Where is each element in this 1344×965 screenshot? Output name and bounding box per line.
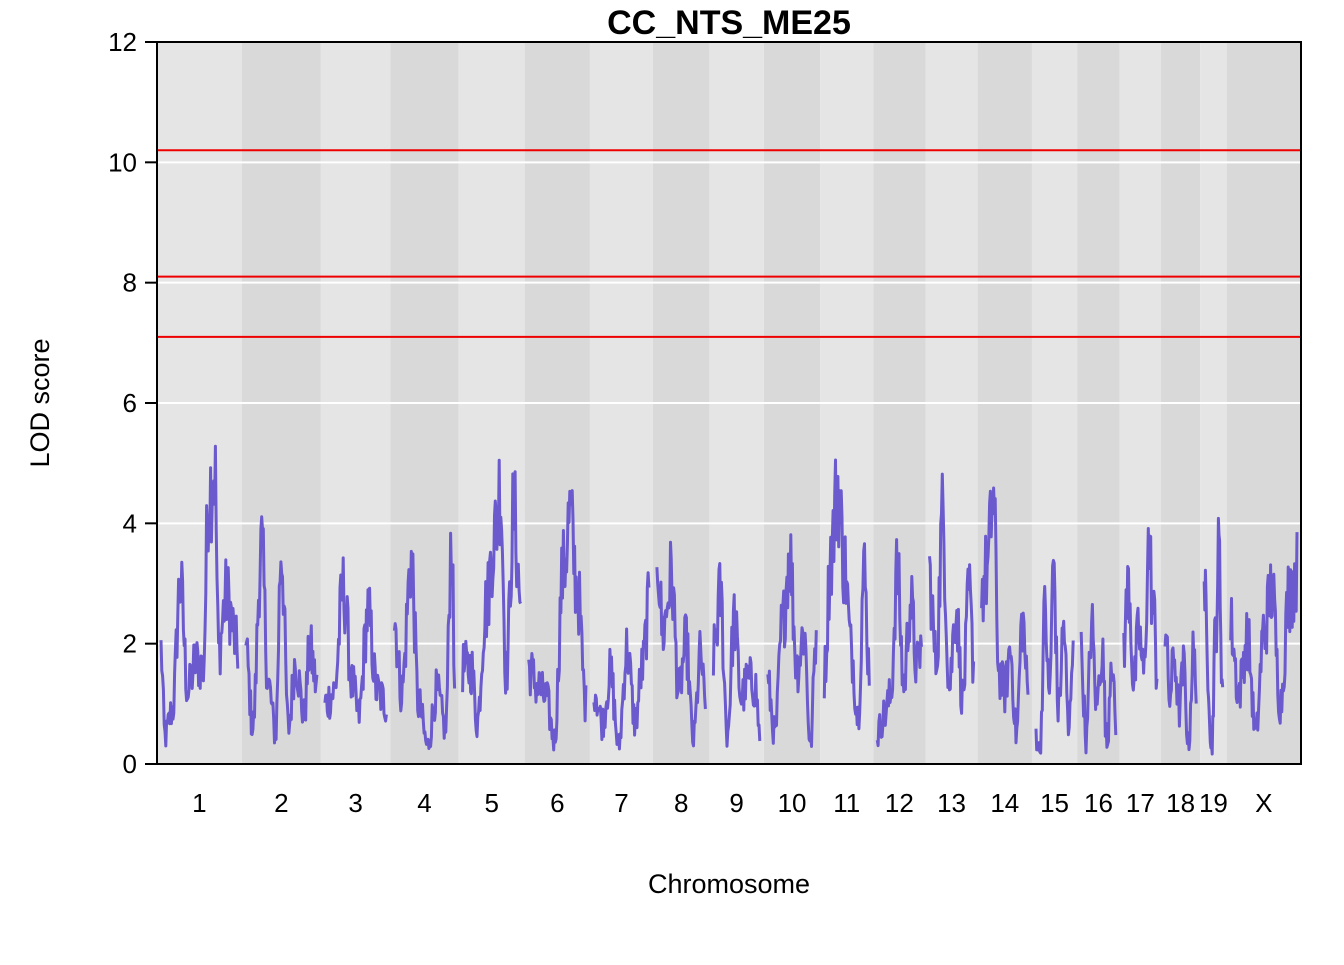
x-axis: 1 2 3 4 5 6 7 8 9 10 11 12 13 14 15 16 17 18 19 X: [192, 788, 1272, 818]
lod-line-chr-8: [655, 540, 707, 748]
x-tick-label-13: 13: [937, 788, 966, 818]
lod-line-chr-9: [711, 562, 762, 748]
y-axis: 0 2 4 6 8 10 12: [108, 27, 157, 779]
x-tick-label-1: 1: [192, 788, 206, 818]
y-tick-label-6: 6: [123, 388, 137, 418]
x-tick-label-18: 18: [1166, 788, 1195, 818]
lod-line-chr-18: [1163, 630, 1198, 752]
y-tick-label-0: 0: [123, 749, 137, 779]
lod-series: [159, 444, 1299, 756]
x-tick-label-19: 19: [1199, 788, 1228, 818]
x-tick-label-10: 10: [778, 788, 807, 818]
threshold-lines: [157, 149, 1301, 338]
chart-title: CC_NTS_ME25: [607, 4, 851, 42]
x-tick-label-6: 6: [550, 788, 564, 818]
lod-line-chr-13: [928, 472, 976, 715]
x-axis-title: Chromosome: [648, 869, 810, 899]
x-tick-label-11: 11: [833, 788, 860, 818]
lod-line-chr-10: [766, 533, 818, 748]
x-tick-label-4: 4: [417, 788, 431, 818]
y-axis-title: LOD score: [25, 338, 55, 467]
x-tick-label-3: 3: [348, 788, 362, 818]
x-tick-label-12: 12: [885, 788, 914, 818]
x-tick-label-8: 8: [674, 788, 688, 818]
lod-line-chr-1: [159, 444, 240, 748]
lod-line-chr-15: [1034, 558, 1075, 755]
x-tick-label-9: 9: [729, 788, 743, 818]
lod-line-chr-12: [875, 538, 923, 748]
lod-line-chr-19: [1202, 516, 1225, 756]
lod-line-chr-7: [592, 571, 651, 751]
lod-line-chr-4: [392, 531, 457, 750]
lod-line-chr-3: [323, 556, 388, 724]
x-tick-label-17: 17: [1126, 788, 1155, 818]
lod-line-chr-17: [1122, 527, 1159, 692]
y-tick-label-4: 4: [123, 508, 137, 538]
x-tick-label-x: X: [1255, 788, 1272, 818]
y-tick-label-2: 2: [123, 629, 137, 659]
lod-line-chr-11: [822, 458, 871, 731]
lod-line-chr-14: [980, 486, 1030, 745]
y-tick-label-8: 8: [123, 268, 137, 298]
x-tick-label-14: 14: [990, 788, 1019, 818]
y-tick-label-10: 10: [108, 147, 137, 177]
lod-line-chr-x: [1229, 532, 1299, 732]
lod-line-chr-6: [527, 489, 588, 752]
x-tick-label-7: 7: [614, 788, 628, 818]
x-tick-label-15: 15: [1040, 788, 1069, 818]
x-tick-label-2: 2: [274, 788, 288, 818]
lod-line-chr-16: [1079, 603, 1118, 755]
lod-line-chr-5: [461, 458, 523, 739]
lod-line-chr-2: [244, 515, 319, 745]
y-tick-label-12: 12: [108, 27, 137, 57]
x-tick-label-16: 16: [1084, 788, 1113, 818]
x-tick-label-5: 5: [484, 788, 498, 818]
